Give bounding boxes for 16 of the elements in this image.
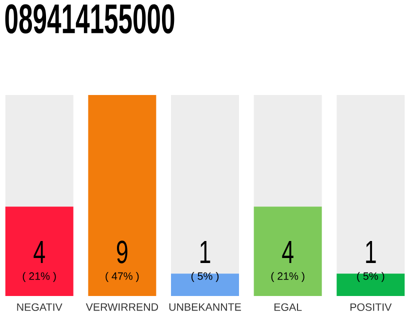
annotation: ( 21% ) [271, 272, 304, 282]
x-tick-label: NEGATIV [17, 303, 62, 311]
annotation: ( 5% ) [191, 272, 219, 282]
annotation: ( 21% ) [22, 272, 56, 282]
annotation: ( 5% ) [357, 272, 384, 282]
annotation: ( 47% ) [106, 272, 139, 282]
x-tick-label: UNBEKANNTE [169, 303, 241, 311]
x-tick-label: POSITIV [350, 303, 392, 311]
data-label: 9 [116, 240, 128, 264]
data-label: 1 [200, 240, 210, 263]
x-tick-label: EGAL [274, 303, 302, 311]
data-label: 4 [34, 240, 45, 263]
data-label: 4 [282, 240, 294, 263]
data-label: 1 [366, 240, 376, 263]
x-tick-label: VERWIRREND [86, 303, 158, 311]
chart-title: 089414155000 [5, 4, 174, 34]
